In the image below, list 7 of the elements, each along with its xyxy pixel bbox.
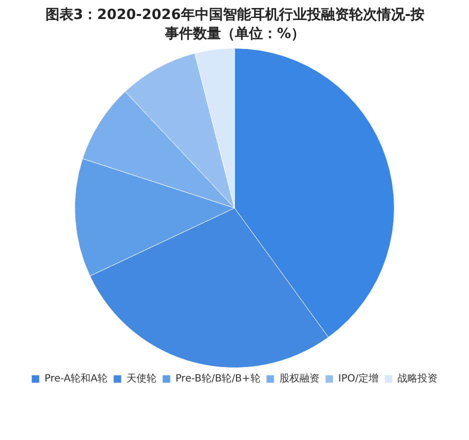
legend-label: 战略投资 — [398, 372, 438, 385]
legend-label: 天使轮 — [126, 372, 156, 385]
chart-title: 图表3：2020-2026年中国智能耳机行业投融资轮次情况-按事件数量（单位：%） — [44, 6, 426, 44]
legend-label: 股权融资 — [279, 372, 320, 385]
legend-label: IPO/定增 — [338, 372, 379, 385]
legend-label: Pre-B轮/B轮/B+轮 — [175, 372, 260, 385]
legend-label: Pre-A轮和A轮 — [44, 372, 108, 385]
